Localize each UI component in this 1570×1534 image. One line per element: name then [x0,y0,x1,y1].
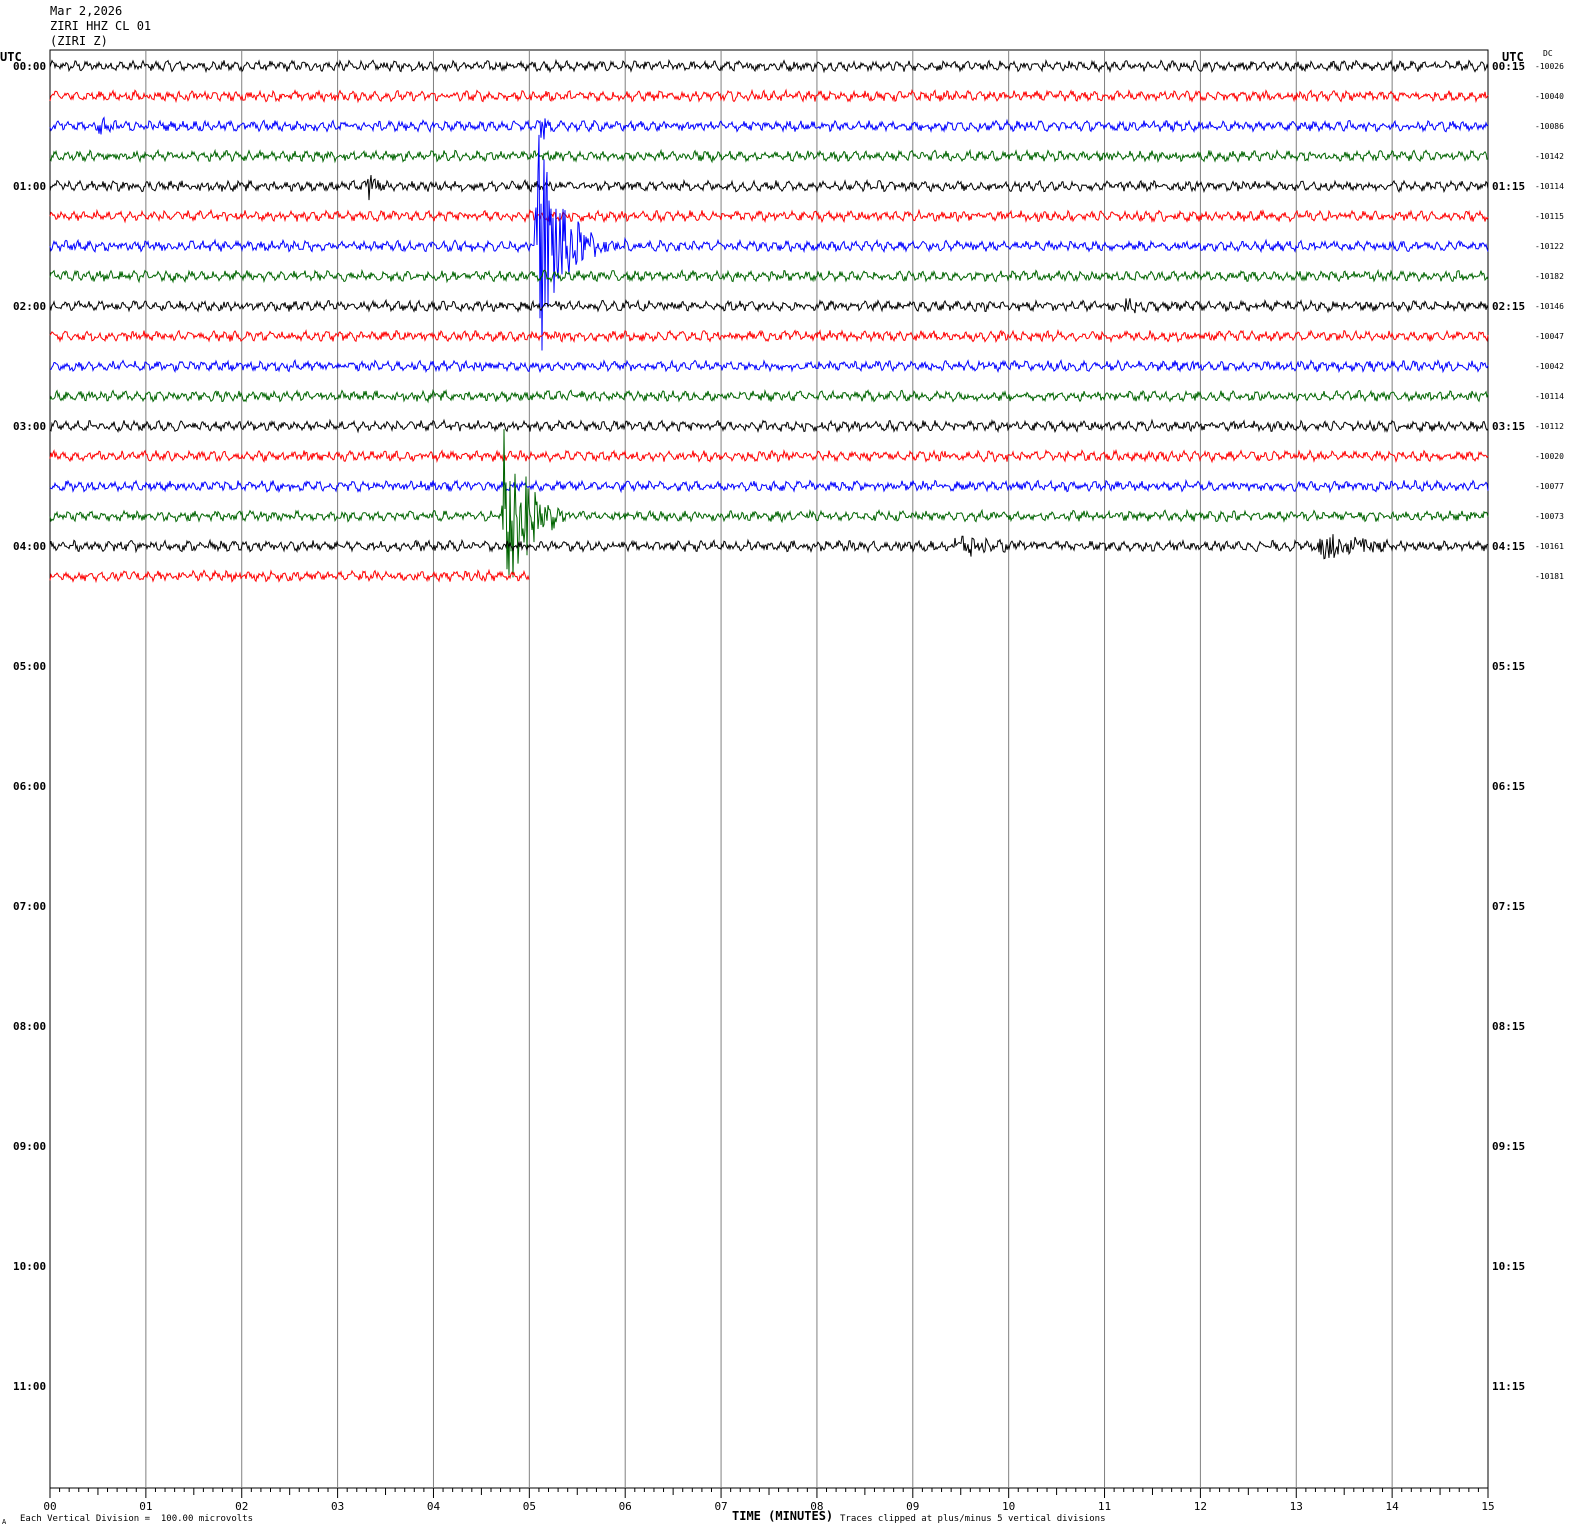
station-id: ZIRI HHZ CL 01 [50,19,152,33]
dc-offset-label: -10142 [1535,152,1564,161]
left-utc-label: UTC [0,50,22,64]
seismic-trace [49,328,1489,344]
dc-offset-label: -10115 [1535,212,1564,221]
dc-offset-label: -10086 [1535,122,1564,131]
left-hour-label: 03:00 [13,420,46,433]
right-hour-label: 06:15 [1492,780,1525,793]
right-hour-label: 01:15 [1492,180,1525,193]
left-hour-label: 05:00 [13,660,46,673]
x-tick-label: 08 [810,1500,823,1513]
seismic-trace [49,88,1489,104]
x-tick-label: 05 [523,1500,536,1513]
x-tick-label: 06 [619,1500,632,1513]
left-hour-label: 02:00 [13,300,46,313]
left-hour-label: 10:00 [13,1260,46,1273]
left-hour-label: 01:00 [13,180,46,193]
right-hour-label: 11:15 [1492,1380,1525,1393]
dc-offset-label: -10146 [1535,302,1564,311]
right-hour-label: 09:15 [1492,1140,1525,1153]
x-tick-label: 13 [1290,1500,1303,1513]
dc-offset-label: -10047 [1535,332,1564,341]
seismic-trace [49,208,1489,224]
dc-offset-label: -10122 [1535,242,1564,251]
dc-offset-label: -10020 [1535,452,1564,461]
seismic-trace [49,568,530,584]
x-tick-label: 10 [1002,1500,1015,1513]
seismic-trace [49,148,1489,164]
seismic-trace [49,359,1489,374]
x-tick-label: 15 [1481,1500,1494,1513]
right-hour-label: 04:15 [1492,540,1525,553]
x-tick-label: 07 [714,1500,727,1513]
x-tick-label: 09 [906,1500,919,1513]
right-hour-label: 08:15 [1492,1020,1525,1033]
right-hour-label: 00:15 [1492,60,1525,73]
dc-offset-label: -10182 [1535,272,1564,281]
seismic-trace [49,58,1489,74]
dc-offset-label: -10040 [1535,92,1564,101]
seismic-trace [49,134,1489,351]
seismic-trace [49,174,1489,201]
corner-mark: A [2,1518,7,1526]
dc-offset-label: -10161 [1535,542,1564,551]
left-hour-label: 00:00 [13,60,46,73]
right-hour-label: 07:15 [1492,900,1525,913]
dc-offset-label: -10042 [1535,362,1564,371]
clip-note: Traces clipped at plus/minus 5 vertical … [840,1514,1106,1524]
left-hour-label: 04:00 [13,540,46,553]
seismic-trace [49,418,1489,434]
seismic-trace [49,298,1489,314]
left-hour-label: 09:00 [13,1140,46,1153]
x-tick-label: 11 [1098,1500,1111,1513]
left-hour-label: 08:00 [13,1020,46,1033]
left-hour-label: 11:00 [13,1380,46,1393]
seismic-trace [49,478,1489,494]
dc-offset-label: -10077 [1535,482,1564,491]
x-tick-label: 02 [235,1500,248,1513]
plot-frame [49,49,1489,1489]
dc-label: DC [1543,49,1553,58]
x-tick-label: 03 [331,1500,344,1513]
dc-offset-label: -10114 [1535,392,1564,401]
seismic-trace [49,388,1489,404]
right-utc-label: UTC [1502,50,1524,64]
plot-date: Mar 2,2026 [50,4,123,18]
right-hour-label: 10:15 [1492,1260,1525,1273]
dc-offset-label: -10114 [1535,182,1564,191]
x-tick-label: 00 [43,1500,56,1513]
seismic-trace [49,534,1489,560]
seismic-trace [49,116,1489,140]
x-tick-label: 04 [427,1500,441,1513]
x-tick-label: 14 [1386,1500,1400,1513]
right-hour-label: 02:15 [1492,300,1525,313]
x-tick-label: 01 [139,1500,152,1513]
dc-offset-label: -10026 [1535,62,1564,71]
scale-note: Each Vertical Division = 100.00 microvol… [20,1514,253,1524]
x-axis-title: TIME (MINUTES) [732,1509,834,1523]
seismic-trace [49,268,1489,284]
x-tick-label: 12 [1194,1500,1207,1513]
channel-id: (ZIRI Z) [50,34,108,48]
right-hour-label: 03:15 [1492,420,1525,433]
seismic-trace [49,429,1489,578]
seismic-trace [49,448,1489,464]
right-hour-label: 05:15 [1492,660,1525,673]
left-hour-label: 06:00 [13,780,46,793]
dc-offset-label: -10073 [1535,512,1564,521]
dc-offset-label: -10112 [1535,422,1564,431]
left-hour-label: 07:00 [13,900,46,913]
dc-offset-label: -10181 [1535,572,1564,581]
